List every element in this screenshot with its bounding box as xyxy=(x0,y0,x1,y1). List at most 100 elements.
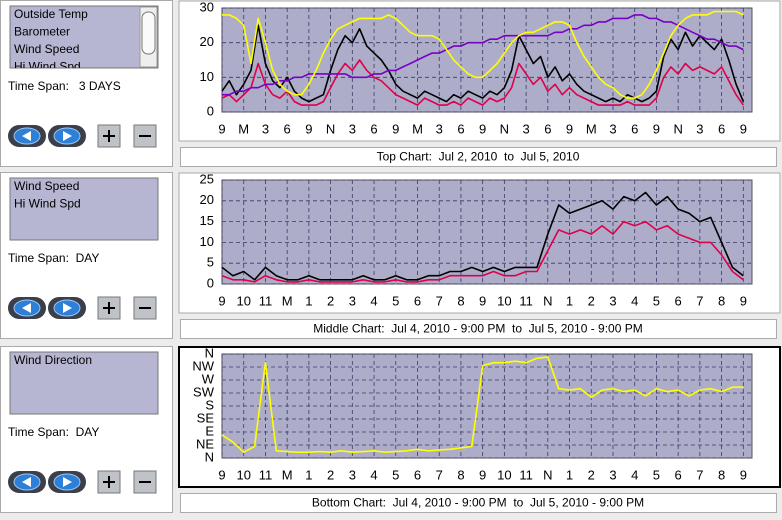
list-item[interactable]: Wind Direction xyxy=(14,353,92,367)
x-tick-label: 6 xyxy=(414,293,421,308)
button-arrow xyxy=(22,477,31,487)
x-tick-label: 3 xyxy=(436,121,443,136)
x-tick-label: 9 xyxy=(218,293,225,308)
x-tick-label: 11 xyxy=(259,293,273,308)
x-tick-label: 11 xyxy=(519,293,533,308)
y-tick-label: S xyxy=(205,397,214,412)
y-tick-label: 30 xyxy=(200,0,214,14)
x-tick-label: 4 xyxy=(370,293,377,308)
x-tick-label: 8 xyxy=(718,467,725,482)
x-tick-label: 9 xyxy=(479,121,486,136)
x-tick-label: 11 xyxy=(519,467,533,482)
button-arrow xyxy=(63,477,72,487)
x-tick-label: 1 xyxy=(566,467,573,482)
x-tick-label: 9 xyxy=(392,121,399,136)
y-tick-label: SE xyxy=(197,410,215,425)
y-tick-label: N xyxy=(205,345,214,360)
x-tick-label: 4 xyxy=(631,467,638,482)
button-arrow xyxy=(63,303,72,313)
x-tick-label: 6 xyxy=(675,293,682,308)
list-item[interactable]: Hi Wind Spd xyxy=(14,60,81,74)
series-list[interactable] xyxy=(9,177,159,241)
x-tick-label: 8 xyxy=(457,467,464,482)
list-item[interactable]: Wind Speed xyxy=(14,179,79,193)
x-tick-label: 10 xyxy=(497,293,511,308)
y-tick-label: 0 xyxy=(207,275,214,290)
nav-button-forward[interactable] xyxy=(48,125,86,147)
x-tick-label: 1 xyxy=(305,293,312,308)
x-tick-label: 6 xyxy=(544,121,551,136)
x-tick-label: 10 xyxy=(236,293,250,308)
y-tick-label: SW xyxy=(193,384,215,399)
x-tick-label: 3 xyxy=(349,293,356,308)
nav-button-back[interactable] xyxy=(8,125,46,147)
zoom-out-button[interactable] xyxy=(133,124,157,148)
y-tick-label: 10 xyxy=(200,69,214,84)
nav-button-forward[interactable] xyxy=(48,471,86,493)
zoom-out-button[interactable] xyxy=(133,470,157,494)
x-tick-label: 5 xyxy=(392,293,399,308)
zoom-in-button[interactable] xyxy=(97,124,121,148)
x-tick-label: M xyxy=(586,121,597,136)
nav-button-forward[interactable] xyxy=(48,297,86,319)
x-tick-label: 4 xyxy=(370,467,377,482)
zoom-out-button[interactable] xyxy=(133,296,157,320)
y-tick-label: W xyxy=(202,371,215,386)
button-arrow xyxy=(22,303,31,313)
x-tick-label: 6 xyxy=(718,121,725,136)
x-tick-label: 3 xyxy=(696,121,703,136)
x-tick-label: 3 xyxy=(349,467,356,482)
y-tick-label: 20 xyxy=(200,34,214,49)
x-tick-label: 6 xyxy=(631,121,638,136)
x-tick-label: 1 xyxy=(305,467,312,482)
x-tick-label: M xyxy=(282,293,293,308)
caption-box xyxy=(180,147,777,167)
zoom-in-button[interactable] xyxy=(97,470,121,494)
x-tick-label: 6 xyxy=(457,121,464,136)
x-tick-label: 3 xyxy=(609,293,616,308)
x-tick-label: N xyxy=(326,121,335,136)
x-tick-label: 9 xyxy=(479,467,486,482)
zoom-in-button[interactable] xyxy=(97,296,121,320)
data-line xyxy=(221,356,744,453)
x-tick-label: 11 xyxy=(259,467,273,482)
x-tick-label: 3 xyxy=(262,121,269,136)
list-item[interactable]: Wind Speed xyxy=(14,42,79,56)
list-item[interactable]: Barometer xyxy=(14,25,70,39)
x-tick-label: M xyxy=(412,121,423,136)
x-tick-label: 6 xyxy=(370,121,377,136)
nav-button-back[interactable] xyxy=(8,471,46,493)
list-item[interactable]: Hi Wind Spd xyxy=(14,197,81,211)
x-tick-label: 9 xyxy=(740,121,747,136)
y-tick-label: 15 xyxy=(200,213,214,228)
time-span: Time Span: 3 DAYS xyxy=(8,79,121,93)
chart-caption: Top Chart: Jul 2, 2010 to Jul 5, 2010 xyxy=(377,150,580,164)
x-tick-label: 9 xyxy=(566,121,573,136)
time-span: Time Span: DAY xyxy=(8,425,99,439)
x-tick-label: 9 xyxy=(740,467,747,482)
x-tick-label: 9 xyxy=(305,121,312,136)
x-tick-label: 3 xyxy=(609,121,616,136)
chart-caption: Bottom Chart: Jul 4, 2010 - 9:00 PM to J… xyxy=(312,496,644,510)
y-tick-label: 0 xyxy=(207,103,214,118)
list-item[interactable]: Outside Temp xyxy=(14,7,88,21)
caption-box xyxy=(180,319,777,339)
time-span: Time Span: DAY xyxy=(8,251,99,265)
x-tick-label: 7 xyxy=(696,293,703,308)
x-tick-label: 9 xyxy=(218,467,225,482)
scrollbar-thumb[interactable] xyxy=(141,11,156,55)
x-tick-label: 10 xyxy=(236,467,250,482)
nav-button-back[interactable] xyxy=(8,297,46,319)
x-tick-label: 2 xyxy=(327,293,334,308)
button-arrow xyxy=(63,131,72,141)
data-line xyxy=(221,191,744,281)
x-tick-label: 10 xyxy=(497,467,511,482)
series-list[interactable] xyxy=(9,5,159,69)
series-list[interactable] xyxy=(9,351,159,415)
y-tick-label: 25 xyxy=(200,171,214,186)
x-tick-label: 6 xyxy=(414,467,421,482)
y-tick-label: E xyxy=(205,423,214,438)
x-tick-label: 6 xyxy=(284,121,291,136)
x-tick-label: N xyxy=(543,467,552,482)
x-tick-label: 7 xyxy=(436,293,443,308)
